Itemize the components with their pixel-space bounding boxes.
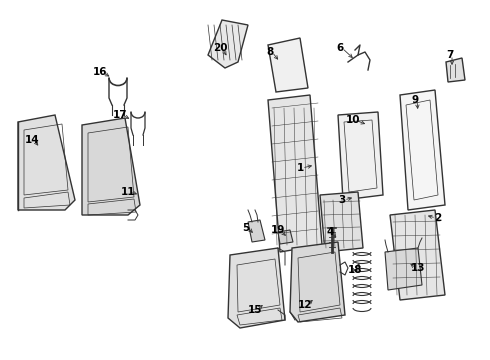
Text: 16: 16 — [93, 67, 107, 77]
Text: 11: 11 — [121, 187, 135, 197]
Text: 9: 9 — [412, 95, 418, 105]
Text: 8: 8 — [267, 47, 273, 57]
Polygon shape — [390, 210, 445, 300]
Text: 2: 2 — [434, 213, 441, 223]
Polygon shape — [18, 115, 75, 210]
Polygon shape — [320, 192, 363, 252]
Polygon shape — [278, 230, 293, 244]
Polygon shape — [338, 112, 383, 200]
Text: 7: 7 — [446, 50, 454, 60]
Polygon shape — [385, 248, 422, 290]
Polygon shape — [82, 118, 140, 215]
Text: 17: 17 — [113, 110, 127, 120]
Text: 6: 6 — [336, 43, 343, 53]
Polygon shape — [268, 95, 322, 252]
Polygon shape — [208, 20, 248, 68]
Text: 1: 1 — [296, 163, 304, 173]
Text: 10: 10 — [346, 115, 360, 125]
Text: 20: 20 — [213, 43, 227, 53]
Text: 15: 15 — [248, 305, 262, 315]
Polygon shape — [446, 58, 465, 82]
Text: 18: 18 — [348, 265, 362, 275]
Text: 14: 14 — [24, 135, 39, 145]
Text: 3: 3 — [339, 195, 345, 205]
Text: 13: 13 — [411, 263, 425, 273]
Text: 12: 12 — [298, 300, 312, 310]
Polygon shape — [248, 220, 265, 242]
Text: 5: 5 — [243, 223, 249, 233]
Text: 19: 19 — [271, 225, 285, 235]
Polygon shape — [400, 90, 445, 210]
Polygon shape — [228, 248, 285, 328]
Text: 4: 4 — [326, 227, 334, 237]
Polygon shape — [290, 242, 345, 322]
Polygon shape — [268, 38, 308, 92]
